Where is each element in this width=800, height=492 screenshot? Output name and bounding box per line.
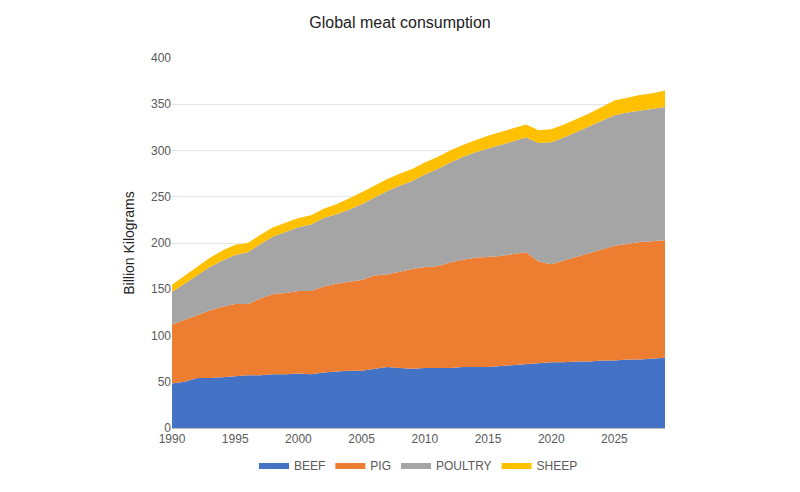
- svg-text:1995: 1995: [222, 432, 249, 446]
- svg-text:2010: 2010: [411, 432, 438, 446]
- svg-text:SHEEP: SHEEP: [537, 459, 578, 473]
- svg-text:400: 400: [151, 51, 171, 65]
- svg-text:50: 50: [158, 375, 172, 389]
- svg-text:2005: 2005: [348, 432, 375, 446]
- svg-text:BEEF: BEEF: [294, 459, 325, 473]
- svg-text:Global meat consumption: Global meat consumption: [309, 14, 490, 31]
- svg-text:350: 350: [151, 97, 171, 111]
- svg-text:2015: 2015: [475, 432, 502, 446]
- svg-text:100: 100: [151, 329, 171, 343]
- svg-text:2020: 2020: [538, 432, 565, 446]
- svg-text:150: 150: [151, 282, 171, 296]
- svg-text:200: 200: [151, 236, 171, 250]
- svg-text:2000: 2000: [285, 432, 312, 446]
- svg-text:250: 250: [151, 190, 171, 204]
- svg-text:POULTRY: POULTRY: [436, 459, 492, 473]
- svg-text:PIG: PIG: [370, 459, 391, 473]
- svg-text:2025: 2025: [601, 432, 628, 446]
- svg-text:300: 300: [151, 144, 171, 158]
- svg-text:1990: 1990: [159, 432, 186, 446]
- svg-text:0: 0: [164, 421, 171, 435]
- svg-text:Billion Kilograms: Billion Kilograms: [121, 191, 137, 294]
